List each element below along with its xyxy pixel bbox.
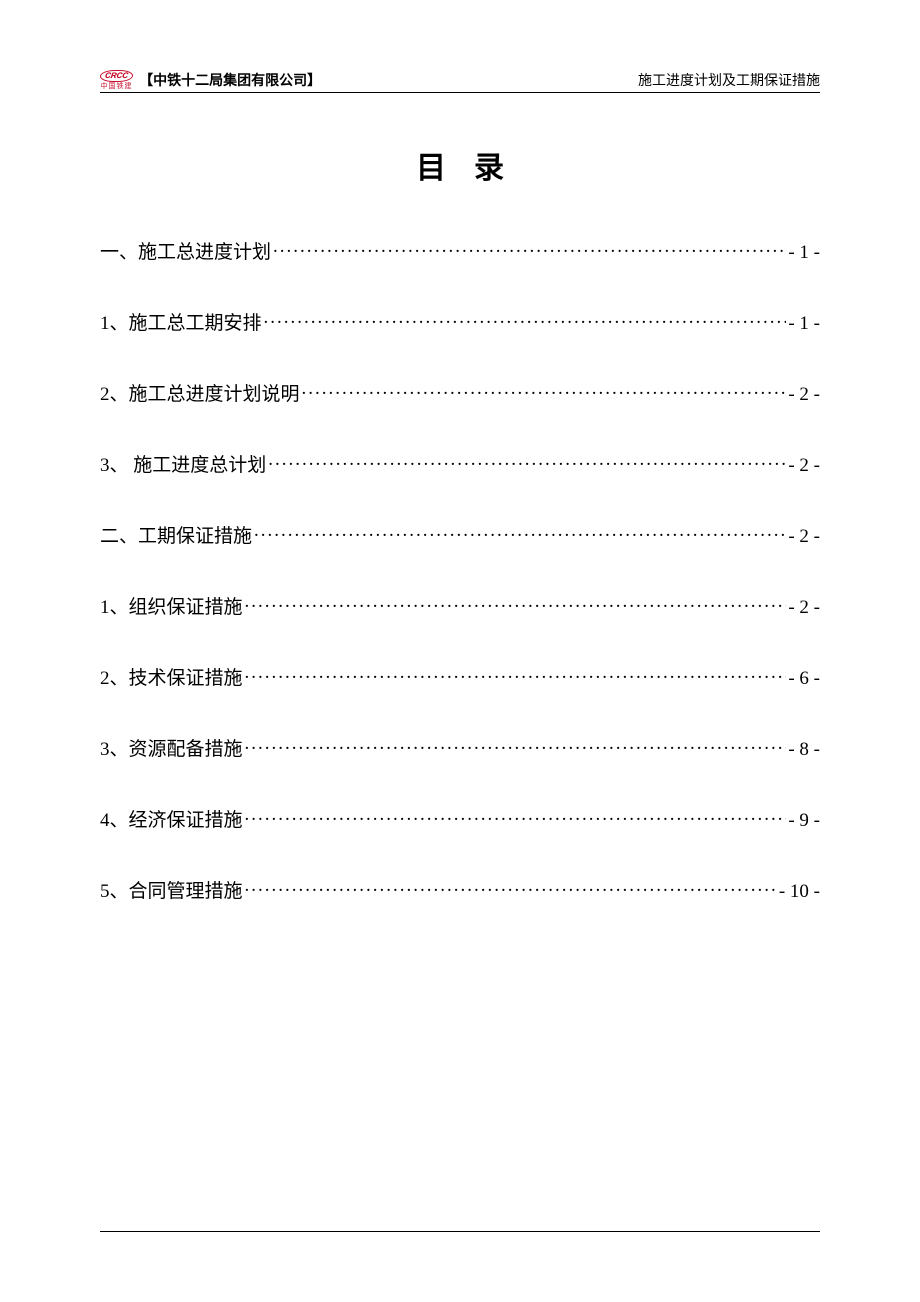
toc-row: 1、组织保证措施 - 2 - <box>100 592 820 619</box>
toc-label: 1、施工总工期安排 <box>100 308 262 335</box>
toc-label: 3、 施工进度总计划 <box>100 450 266 477</box>
toc-page-number: - 1 - <box>788 242 820 264</box>
page-title: 目录 <box>100 143 820 187</box>
toc-row: 2、技术保证措施 - 6 - <box>100 663 820 690</box>
toc-label: 二、工期保证措施 <box>100 521 252 548</box>
toc-page-number: - 2 - <box>788 526 820 548</box>
toc-row: 3、资源配备措施 - 8 - <box>100 734 820 761</box>
toc-page-number: - 10 - <box>779 881 820 903</box>
toc-row: 1、施工总工期安排 - 1 - <box>100 308 820 335</box>
toc-label: 4、经济保证措施 <box>100 805 243 832</box>
toc-page-number: - 6 - <box>788 668 820 690</box>
toc-page-number: - 2 - <box>788 384 820 406</box>
toc-leader-dots <box>273 239 786 258</box>
toc-label: 一、施工总进度计划 <box>100 237 271 264</box>
company-name: 【中铁十二局集团有限公司】 <box>139 70 321 90</box>
toc-leader-dots <box>268 452 786 471</box>
toc-leader-dots <box>264 310 787 329</box>
toc-label: 5、合同管理措施 <box>100 876 243 903</box>
toc-label: 2、技术保证措施 <box>100 663 243 690</box>
toc-label: 1、组织保证措施 <box>100 592 243 619</box>
toc-page-number: - 1 - <box>788 313 820 335</box>
document-page: CRCC 中国铁建 【中铁十二局集团有限公司】 施工进度计划及工期保证措施 目录… <box>0 0 920 1302</box>
header-left: CRCC 中国铁建 【中铁十二局集团有限公司】 <box>100 70 321 90</box>
table-of-contents: 一、施工总进度计划 - 1 - 1、施工总工期安排 - 1 - 2、施工总进度计… <box>100 237 820 903</box>
toc-leader-dots <box>245 807 787 826</box>
toc-page-number: - 2 - <box>788 455 820 477</box>
logo-text-top: CRCC <box>99 70 134 82</box>
toc-leader-dots <box>245 736 787 755</box>
document-title: 施工进度计划及工期保证措施 <box>638 70 820 90</box>
toc-leader-dots <box>245 594 787 613</box>
toc-row: 2、施工总进度计划说明 - 2 - <box>100 379 820 406</box>
toc-label: 2、施工总进度计划说明 <box>100 379 300 406</box>
footer-rule <box>100 1231 820 1232</box>
toc-page-number: - 8 - <box>788 739 820 761</box>
toc-leader-dots <box>302 381 787 400</box>
toc-leader-dots <box>254 523 786 542</box>
toc-row: 5、合同管理措施 - 10 - <box>100 876 820 903</box>
toc-leader-dots <box>245 878 777 897</box>
page-header: CRCC 中国铁建 【中铁十二局集团有限公司】 施工进度计划及工期保证措施 <box>100 70 820 93</box>
toc-row: 二、工期保证措施 - 2 - <box>100 521 820 548</box>
logo-text-bottom: 中国铁建 <box>101 83 133 90</box>
toc-leader-dots <box>245 665 787 684</box>
toc-row: 一、施工总进度计划 - 1 - <box>100 237 820 264</box>
toc-row: 4、经济保证措施 - 9 - <box>100 805 820 832</box>
toc-page-number: - 9 - <box>788 810 820 832</box>
company-logo: CRCC 中国铁建 <box>100 70 133 90</box>
toc-label: 3、资源配备措施 <box>100 734 243 761</box>
toc-row: 3、 施工进度总计划 - 2 - <box>100 450 820 477</box>
toc-page-number: - 2 - <box>788 597 820 619</box>
